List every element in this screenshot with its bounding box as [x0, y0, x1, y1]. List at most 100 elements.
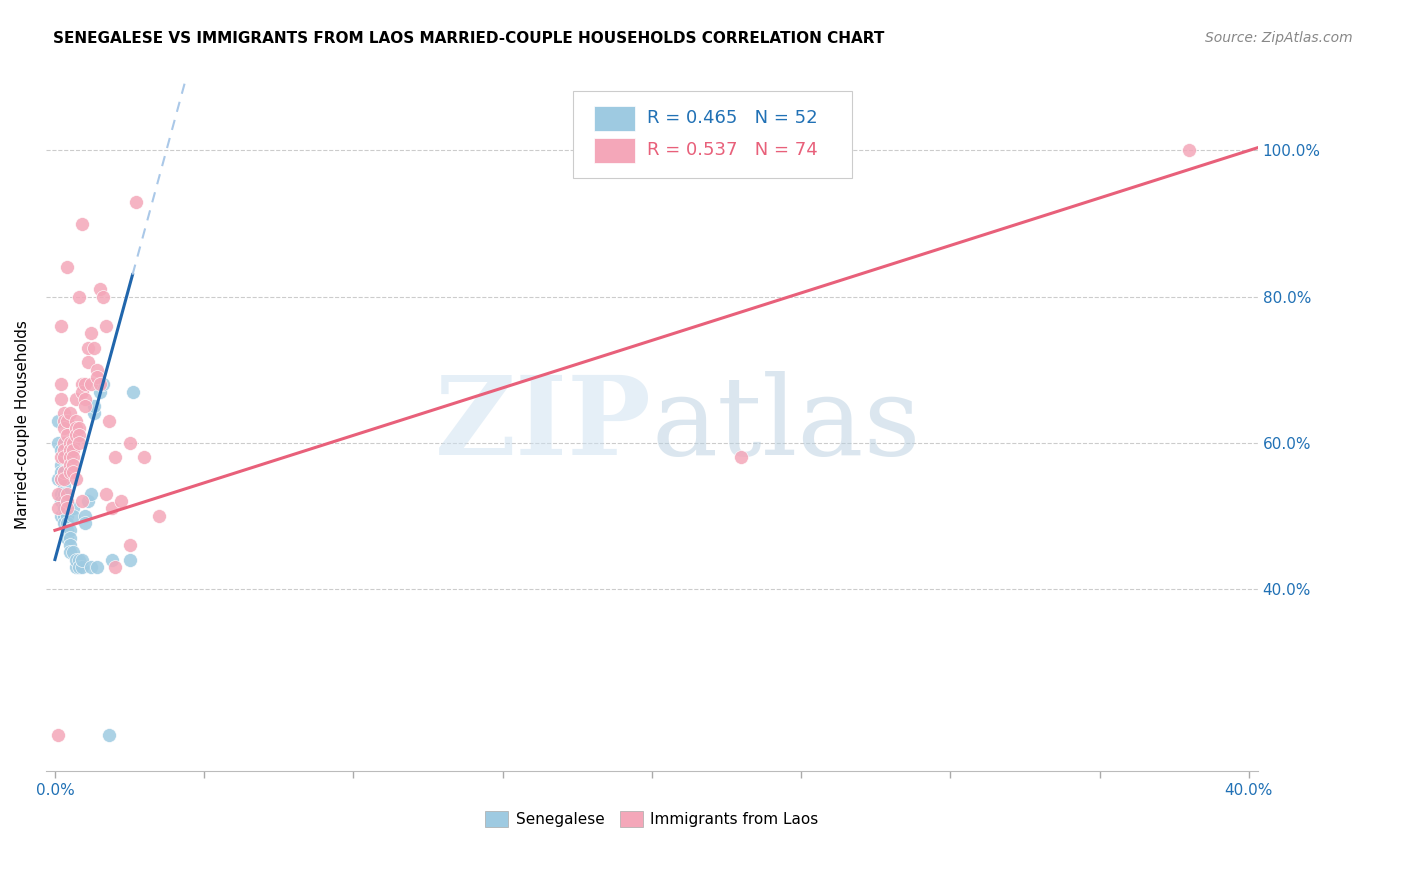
Point — [641, 114, 664, 128]
Point — [73, 508, 96, 523]
FancyBboxPatch shape — [574, 91, 852, 178]
Point — [49, 487, 72, 501]
Point — [94, 487, 117, 501]
Point — [49, 450, 72, 465]
Point — [56, 501, 79, 516]
Point — [67, 421, 90, 435]
Point — [52, 472, 75, 486]
Point — [59, 531, 82, 545]
Point — [56, 428, 79, 442]
Point — [70, 377, 93, 392]
Point — [80, 559, 103, 574]
Point — [86, 559, 108, 574]
Point — [59, 458, 82, 472]
Point — [46, 487, 69, 501]
Point — [56, 494, 79, 508]
Point — [52, 516, 75, 530]
Point — [56, 494, 79, 508]
Point — [46, 472, 69, 486]
Point — [52, 494, 75, 508]
Point — [56, 414, 79, 428]
Point — [49, 508, 72, 523]
Point — [70, 217, 93, 231]
Point — [52, 479, 75, 493]
Point — [49, 442, 72, 457]
Point — [59, 450, 82, 465]
Point — [104, 450, 127, 465]
Point — [46, 501, 69, 516]
Point — [76, 494, 98, 508]
Point — [89, 384, 111, 399]
Text: Source: ZipAtlas.com: Source: ZipAtlas.com — [1205, 31, 1353, 45]
Point — [65, 472, 87, 486]
Point — [56, 516, 79, 530]
Point — [70, 559, 93, 574]
Point — [65, 559, 87, 574]
Point — [49, 377, 72, 392]
Point — [62, 435, 84, 450]
Point — [52, 472, 75, 486]
Point — [56, 487, 79, 501]
Point — [59, 435, 82, 450]
Point — [80, 487, 103, 501]
Point — [76, 341, 98, 355]
Point — [46, 414, 69, 428]
Point — [94, 318, 117, 333]
Point — [80, 326, 103, 340]
Text: R = 0.537   N = 74: R = 0.537 N = 74 — [647, 141, 818, 160]
Point — [62, 508, 84, 523]
Point — [49, 472, 72, 486]
Point — [97, 728, 120, 742]
Point — [62, 545, 84, 559]
Point — [52, 501, 75, 516]
Point — [52, 414, 75, 428]
Point — [73, 377, 96, 392]
Point — [49, 494, 72, 508]
Point — [59, 465, 82, 479]
Point — [97, 414, 120, 428]
Point — [86, 370, 108, 384]
Point — [67, 435, 90, 450]
Point — [62, 458, 84, 472]
Point — [1178, 144, 1201, 158]
Text: ZIP: ZIP — [434, 371, 652, 478]
Point — [89, 282, 111, 296]
Point — [65, 552, 87, 566]
Point — [62, 442, 84, 457]
Point — [52, 508, 75, 523]
Point — [59, 524, 82, 538]
Point — [56, 260, 79, 275]
Point — [134, 450, 156, 465]
Point — [52, 487, 75, 501]
Point — [49, 465, 72, 479]
Point — [59, 545, 82, 559]
Point — [62, 465, 84, 479]
Point — [56, 508, 79, 523]
Point — [49, 472, 72, 486]
Point — [67, 559, 90, 574]
Point — [70, 384, 93, 399]
Text: SENEGALESE VS IMMIGRANTS FROM LAOS MARRIED-COUPLE HOUSEHOLDS CORRELATION CHART: SENEGALESE VS IMMIGRANTS FROM LAOS MARRI… — [53, 31, 884, 46]
Point — [73, 399, 96, 413]
Point — [86, 362, 108, 376]
Point — [65, 421, 87, 435]
Point — [49, 458, 72, 472]
Point — [59, 442, 82, 457]
Point — [118, 435, 141, 450]
Point — [62, 501, 84, 516]
Point — [118, 552, 141, 566]
Point — [52, 450, 75, 465]
Point — [59, 406, 82, 420]
Point — [104, 559, 127, 574]
Point — [100, 552, 122, 566]
Point — [49, 318, 72, 333]
Point — [100, 501, 122, 516]
Point — [730, 450, 752, 465]
Point — [67, 552, 90, 566]
Point — [83, 341, 105, 355]
Text: atlas: atlas — [652, 371, 921, 478]
Point — [73, 516, 96, 530]
Point — [91, 289, 114, 303]
Point — [46, 435, 69, 450]
Point — [91, 377, 114, 392]
